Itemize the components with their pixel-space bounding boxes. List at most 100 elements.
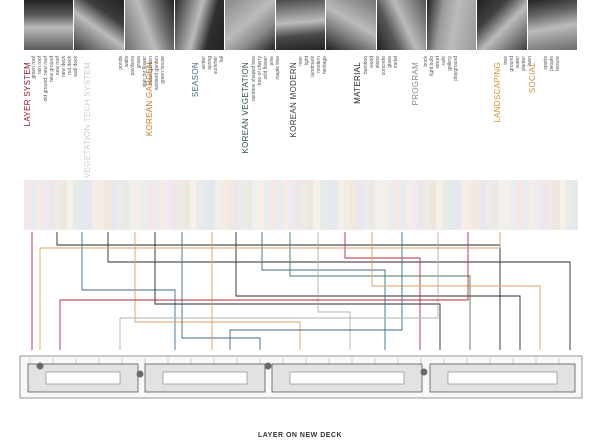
tone-strip (436, 180, 443, 230)
tone-strip (122, 180, 129, 230)
tone-strip (541, 180, 548, 230)
tone-strip (559, 180, 566, 230)
photo-tile (477, 0, 528, 50)
deck-inner (45, 371, 121, 385)
tone-strip (97, 180, 105, 230)
tone-strip (301, 180, 308, 230)
tone-strip (565, 180, 572, 230)
tone-strip (233, 180, 240, 230)
tone-strip (399, 180, 406, 230)
tone-strip (67, 180, 74, 230)
tone-strip (485, 180, 492, 230)
tone-strip (411, 180, 418, 230)
photo-tile (124, 0, 176, 50)
tone-strip (282, 180, 289, 230)
tone-strip (418, 180, 425, 230)
deck-vegetation (420, 368, 428, 376)
tone-strip (498, 180, 505, 230)
tone-strip (288, 180, 295, 230)
deck-inner (162, 371, 248, 385)
tone-strip (270, 180, 277, 230)
tone-strip (190, 180, 197, 230)
tone-strip (140, 180, 148, 230)
tone-strip (171, 180, 178, 230)
tone-strip (239, 180, 246, 230)
tone-strip (381, 180, 388, 230)
tone-strip (147, 180, 154, 230)
connector-line (261, 232, 386, 350)
deck-vegetation (36, 362, 44, 370)
connector-line (154, 232, 441, 350)
tone-strip (294, 180, 302, 230)
tone-strip (202, 180, 209, 230)
connector-line (181, 232, 261, 350)
tone-strip (165, 180, 172, 230)
tone-strip (325, 180, 332, 230)
connector-line (371, 232, 541, 350)
tone-strip (374, 180, 382, 230)
tone-strip (553, 180, 560, 230)
photo-tile (175, 0, 226, 50)
connector-line (134, 232, 301, 350)
tone-strip (208, 180, 215, 230)
tone-strip (116, 180, 123, 230)
tone-strip (454, 180, 462, 230)
connector-line (81, 232, 176, 350)
tone-strip (448, 180, 455, 230)
connector-line (317, 232, 351, 350)
photo-tile (275, 0, 327, 50)
connector-line (289, 232, 471, 350)
tone-strip (504, 180, 511, 230)
connector-line (235, 232, 521, 350)
tone-strip (350, 180, 357, 230)
tone-strip (461, 180, 468, 230)
tone-strip (473, 180, 480, 230)
tone-strip (104, 180, 111, 230)
tone-strip (313, 180, 320, 230)
tone-strip (245, 180, 252, 230)
deck-vegetation (136, 370, 144, 378)
tone-strip (276, 180, 283, 230)
photo-tile (74, 0, 125, 50)
tone-strip (110, 180, 117, 230)
tone-strip (184, 180, 191, 230)
deck-plan (19, 355, 583, 399)
tone-strip (36, 180, 43, 230)
tone-strip (442, 180, 449, 230)
tone-strip (73, 180, 80, 230)
tone-strip (128, 180, 135, 230)
tone-strip (30, 180, 37, 230)
photo-tile (527, 0, 578, 50)
tone-strip (251, 180, 258, 230)
tone-strip (134, 180, 141, 230)
tone-strip (331, 180, 338, 230)
connector-line (56, 232, 501, 350)
tone-strip (491, 180, 499, 230)
tone-strip (405, 180, 412, 230)
tone-strip (522, 180, 529, 230)
connector-line (59, 232, 469, 350)
connector-lines (31, 232, 571, 350)
tone-strip (48, 180, 55, 230)
photo-strip (24, 0, 578, 50)
photo-tile (24, 0, 75, 50)
connector-line (39, 232, 501, 350)
tone-strip (307, 180, 314, 230)
tone-strip (60, 180, 68, 230)
tone-strip (467, 180, 474, 230)
color-tone-band (24, 180, 579, 230)
connector-line (119, 232, 439, 350)
tone-strip (221, 180, 228, 230)
tone-strip (337, 180, 345, 230)
tone-strip (356, 180, 363, 230)
tone-strip (153, 180, 160, 230)
tone-strip (528, 180, 535, 230)
deck-vegetation (264, 362, 272, 370)
photo-tile (326, 0, 377, 50)
tone-strip (85, 180, 92, 230)
tone-strip (424, 180, 431, 230)
tone-strip (319, 180, 326, 230)
photo-tile (426, 0, 478, 50)
tone-strip (24, 180, 31, 230)
